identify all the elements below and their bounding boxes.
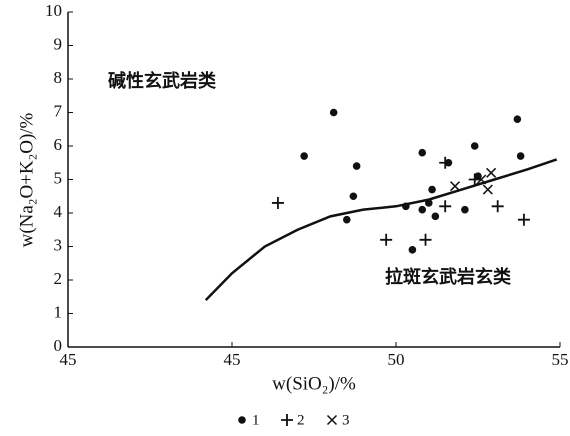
annotation: 拉斑玄武岩玄类: [385, 266, 512, 288]
y-tick-label: 6: [54, 135, 63, 154]
legend-marker: [238, 416, 246, 424]
x-tick-label: 45: [60, 350, 77, 369]
y-tick-label: 5: [54, 168, 63, 187]
y-axis-label: w(Na₂O+K₂O)/%: [16, 112, 37, 247]
y-tick-label: 8: [54, 68, 63, 87]
point: [439, 156, 452, 169]
point: [468, 173, 481, 186]
x-tick-label: 45: [224, 350, 241, 369]
point: [349, 192, 358, 201]
point: [461, 205, 469, 214]
point: [300, 152, 308, 160]
point: [470, 142, 479, 150]
point: [418, 148, 427, 157]
boundary-curve: [204, 158, 558, 301]
point: [402, 202, 410, 211]
y-tick-label: 2: [54, 269, 63, 288]
y-tick-label: 0: [54, 336, 63, 355]
point: [271, 196, 284, 209]
point: [419, 233, 432, 246]
legend-label: 2: [297, 412, 305, 428]
point: [408, 246, 417, 254]
legend-marker: [281, 414, 293, 426]
y-tick-label: 1: [54, 302, 63, 321]
legend-label: 3: [342, 412, 350, 428]
point: [482, 184, 493, 195]
point: [491, 200, 504, 213]
x-tick-label: 55: [552, 350, 569, 369]
point: [486, 167, 497, 178]
point: [431, 212, 440, 221]
y-tick-label: 9: [54, 34, 63, 53]
point: [516, 152, 525, 160]
y-tick-label: 3: [54, 235, 63, 254]
point: [428, 185, 436, 194]
annotation: 碱性玄武岩类: [108, 70, 217, 92]
point: [380, 233, 393, 246]
point: [513, 115, 522, 123]
x-axis-label: w(SiO₂)/%: [272, 373, 356, 394]
point: [418, 205, 427, 214]
point: [343, 215, 351, 224]
y-tick-label: 4: [54, 202, 63, 221]
point: [352, 162, 361, 170]
point: [517, 213, 530, 226]
legend-label: 1: [252, 412, 260, 428]
point: [329, 108, 338, 117]
point: [425, 199, 433, 207]
x-tick-label: 50: [388, 350, 405, 369]
y-tick-label: 7: [54, 101, 63, 120]
point: [439, 200, 452, 213]
point: [450, 181, 461, 192]
legend-marker: [326, 414, 338, 426]
point: [476, 174, 487, 185]
y-tick-label: 10: [45, 1, 62, 20]
